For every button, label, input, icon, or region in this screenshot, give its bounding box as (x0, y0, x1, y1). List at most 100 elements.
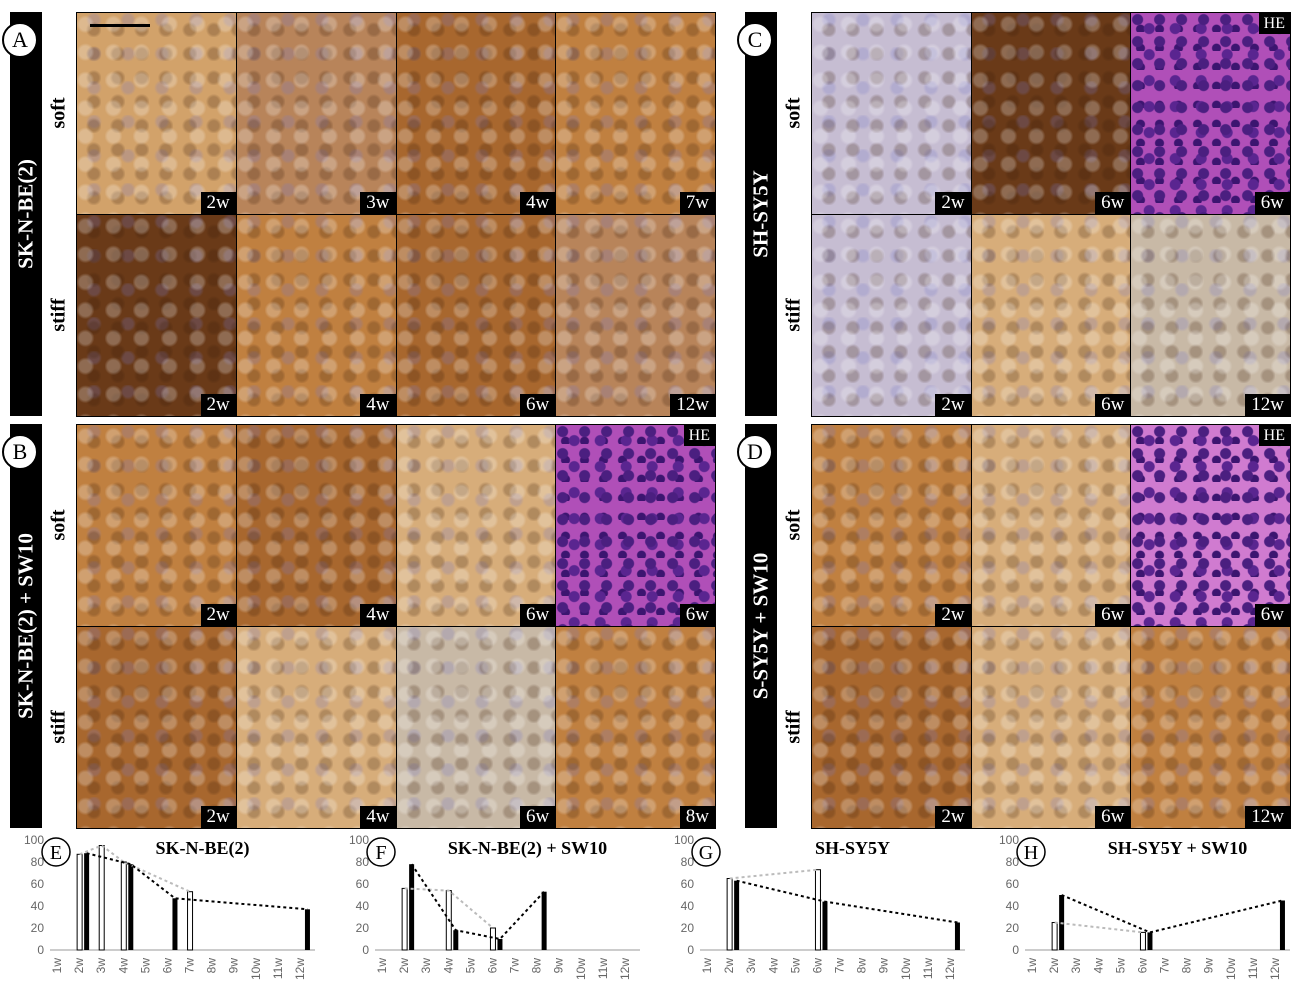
x-tick-label: 9w (877, 958, 891, 974)
x-tick-label: 1w (1025, 958, 1039, 974)
y-tick-label: 100 (349, 833, 369, 847)
x-tick-label: 10w (899, 958, 913, 980)
row-label-text: soft (782, 509, 805, 541)
panel-letter-circle (366, 837, 396, 867)
x-tick-label: 9w (552, 958, 566, 974)
he-stain-tag: HE (683, 425, 715, 446)
x-tick-label: 6w (810, 958, 824, 974)
y-tick-label: 0 (37, 943, 44, 957)
micrograph-tile: 8w (555, 626, 716, 829)
x-tick-label: 4w (766, 958, 780, 974)
micrograph-tile: 6w (970, 626, 1132, 829)
y-tick-label: 60 (1006, 877, 1020, 891)
bar-chart-f: 0 20 40 60 80 100 1w 2w 3w 4w 5w 6w 7w 8w 9w 10w 11w 12w F… (349, 833, 640, 980)
x-tick-label: 5w (138, 958, 152, 974)
trend-line-stiff (736, 879, 958, 924)
x-tick-label: 12w (293, 958, 307, 980)
time-tag: 2w (935, 394, 971, 416)
bar-soft (1051, 922, 1058, 951)
row-label-stiff: stiff (777, 214, 812, 416)
time-tag: 4w (520, 192, 556, 214)
x-tick-label: 12w (943, 958, 957, 980)
panel-letter: B (2, 434, 38, 470)
bar-stiff (409, 864, 415, 950)
time-tag: 12w (1245, 394, 1290, 416)
bar-stiff (128, 864, 134, 950)
micrograph-tile: 12w (555, 214, 716, 417)
row-label-soft: soft (42, 12, 77, 214)
bar-stiff (734, 880, 740, 950)
time-tag: 2w (935, 806, 971, 828)
x-tick-label: 2w (397, 958, 411, 974)
x-tick-label: 1w (700, 958, 714, 974)
bar-stiff (453, 930, 459, 950)
x-tick-label: 10w (1224, 958, 1238, 980)
x-tick-label: 12w (618, 958, 632, 980)
x-tick-label: 4w (441, 958, 455, 974)
time-tag: 6w (520, 806, 556, 828)
x-tick-label: 4w (116, 958, 130, 974)
time-tag: 2w (200, 604, 236, 626)
time-tag: 6w (520, 604, 556, 626)
x-tick-label: 2w (1047, 958, 1061, 974)
y-tick-label: 20 (31, 921, 45, 935)
x-tick-label: 7w (833, 958, 847, 974)
time-tag: 3w (360, 192, 396, 214)
y-tick-label: 40 (356, 899, 370, 913)
x-tick-label: 5w (463, 958, 477, 974)
he-stain-tag: HE (1258, 13, 1290, 34)
bar-soft (401, 887, 408, 951)
panel-letter: H (1024, 842, 1038, 864)
y-tick-label: 0 (687, 943, 694, 957)
row-label-text: stiff (47, 710, 70, 744)
time-tag: 6w (1254, 604, 1290, 626)
time-tag: 12w (670, 394, 715, 416)
micrograph-tile: 7w (555, 12, 716, 215)
micrograph-tile: 6w (395, 214, 557, 417)
x-tick-label: 8w (205, 958, 219, 974)
time-tag: 2w (935, 192, 971, 214)
bar-soft (120, 861, 127, 951)
cell-line-bar: S-SY5Y + SW10 (745, 424, 777, 828)
trend-line-stiff (410, 863, 545, 941)
micrograph-tile: 6w (970, 424, 1132, 627)
row-label-text: stiff (782, 298, 805, 332)
row-label-stiff: stiff (42, 626, 77, 828)
y-tick-label: 0 (362, 943, 369, 957)
micrograph-tile: 4w (395, 12, 557, 215)
y-tick-label: 20 (356, 921, 370, 935)
bar-stiff (172, 898, 178, 950)
chart-title: SH-SY5Y (815, 838, 890, 858)
time-tag: 12w (1245, 806, 1290, 828)
bar-stiff (84, 853, 90, 950)
time-tag: 6w (1095, 806, 1131, 828)
micrograph-tile: 4w (235, 214, 397, 417)
micrograph-tile: 6w (395, 424, 557, 627)
x-tick-label: 10w (574, 958, 588, 980)
x-tick-label: 6w (1135, 958, 1149, 974)
row-label-text: stiff (47, 298, 70, 332)
micrograph-tile: 6w HE (1130, 424, 1291, 627)
row-label-text: stiff (782, 710, 805, 744)
cell-line-label: SK-N-BE(2) + SW10 (13, 533, 38, 719)
x-tick-label: 11w (596, 958, 610, 979)
cell-line-bar: SK-N-BE(2) + SW10 (10, 424, 42, 828)
y-tick-label: 60 (681, 877, 695, 891)
time-tag: 4w (360, 604, 396, 626)
panel-letter: E (50, 842, 62, 864)
row-label-soft: soft (777, 12, 812, 214)
time-tag: 6w (1095, 394, 1131, 416)
trend-line-soft (729, 868, 819, 880)
micrograph-tile: 2w (76, 626, 237, 829)
time-tag: 6w (520, 394, 556, 416)
trend-line-stiff (1061, 894, 1283, 934)
x-tick-label: 9w (227, 958, 241, 974)
time-tag: 6w (679, 604, 715, 626)
micrograph-tile: 2w (811, 424, 972, 627)
y-tick-label: 100 (999, 833, 1019, 847)
time-tag: 8w (679, 806, 715, 828)
panel-letter: C (737, 22, 773, 58)
micrograph-tile: 3w (235, 12, 397, 215)
panel-letter: D (737, 434, 773, 470)
